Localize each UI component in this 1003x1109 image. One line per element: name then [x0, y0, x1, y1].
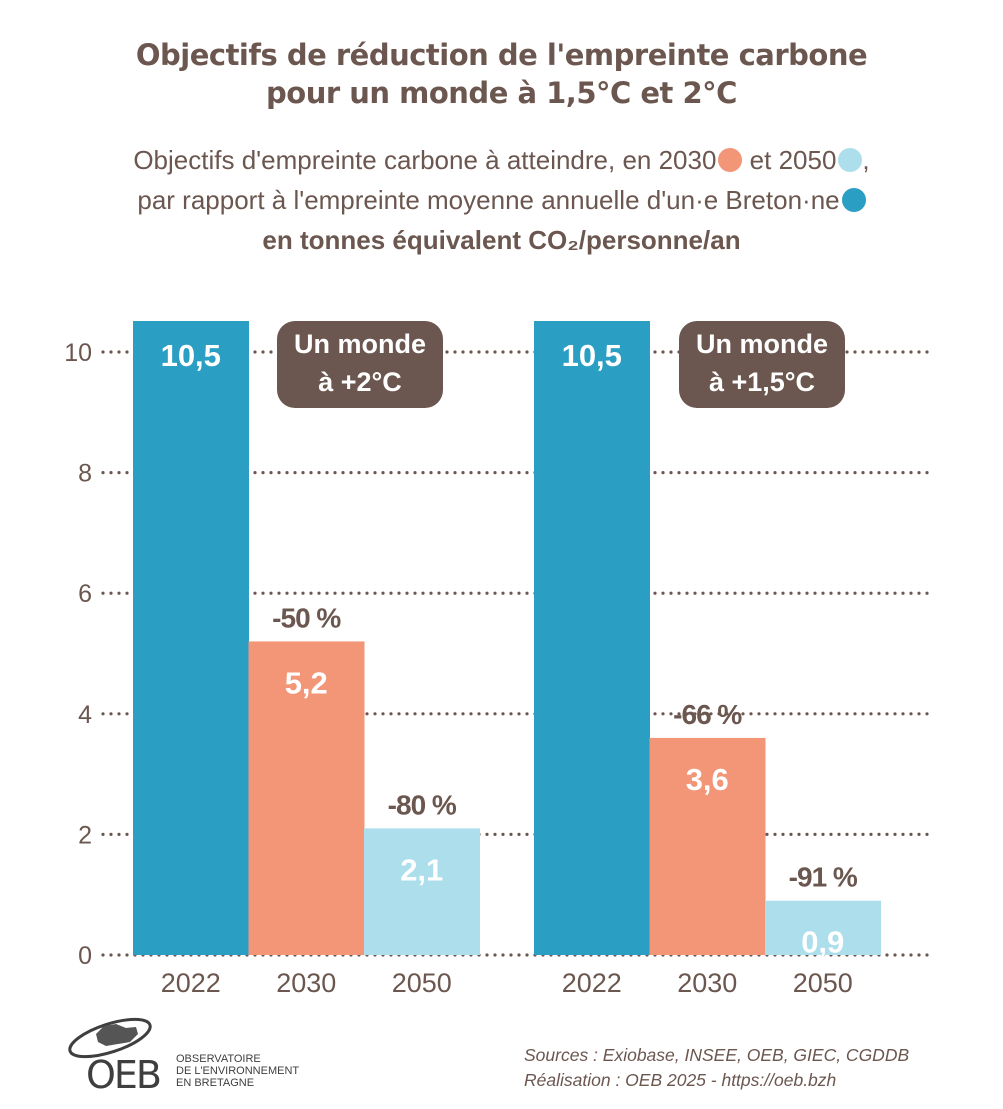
y-tick-label: 6 [78, 580, 92, 608]
bar-2030 [649, 737, 766, 955]
x-axis-ticks: 2022 2030 2050 2022 2030 2050 [161, 968, 853, 998]
legend-dot-2050-icon [838, 148, 863, 172]
value-label: 10,5 [161, 338, 221, 373]
subtitle-text-b: et 2050 [742, 145, 837, 175]
subtitle-text-c: , [862, 145, 870, 175]
legend-dot-2022-icon [841, 188, 866, 212]
logo-orbit-icon [68, 1017, 152, 1059]
oeb-logo: OEB OBSERVATOIRE DE L'ENVIRONNEMENT EN B… [66, 1012, 306, 1098]
reduction-label: -80 % [388, 789, 457, 820]
x-tick-label: 2050 [392, 968, 452, 998]
subtitle-text-a: Objectifs d'empreinte carbone à atteindr… [133, 145, 717, 175]
y-tick-label: 0 [78, 942, 92, 970]
y-tick-label: 2 [78, 821, 92, 849]
bar-2050 [364, 828, 480, 955]
badge-line-2: à +1,5°C [709, 367, 815, 397]
brittany-map-icon [96, 1024, 138, 1046]
logo-sub-3: EN BRETAGNE [176, 1077, 254, 1089]
subtitle-text-2: par rapport à l'empreinte moyenne annuel… [137, 185, 840, 215]
bar-2022 [133, 321, 249, 955]
logo-sub-1: OBSERVATOIRE [176, 1053, 261, 1065]
reduction-label: -50 % [272, 602, 341, 633]
sources-text: Sources : Exiobase, INSEE, OEB, GIEC, CG… [524, 1045, 910, 1065]
value-label: 0,9 [801, 925, 844, 960]
y-tick-label: 10 [64, 339, 92, 367]
unit-label: en tonnes équivalent CO₂/personne/an [262, 225, 741, 255]
subtitle-line-1: Objectifs d'empreinte carbone à atteindr… [0, 140, 1003, 180]
scenario-badge [679, 321, 845, 408]
y-axis-ticks: 0 2 4 6 8 10 [64, 339, 92, 970]
credit-text: Réalisation : OEB 2025 - https://oeb.bzh [524, 1070, 837, 1090]
reduction-label: -91 % [789, 862, 858, 893]
logo-oeb-text: OEB [86, 1053, 160, 1097]
sources-block: Sources : Exiobase, INSEE, OEB, GIEC, CG… [524, 1043, 909, 1093]
x-tick-label: 2050 [793, 968, 853, 998]
legend-dot-2030-icon [718, 148, 743, 172]
bar-2050 [765, 900, 881, 955]
scenario-badge [277, 321, 443, 408]
bar-2030 [248, 641, 365, 955]
bars [133, 321, 881, 955]
x-tick-label: 2022 [562, 968, 622, 998]
badge-line-1: Un monde [696, 329, 828, 359]
reduction-label: -66 % [673, 699, 742, 730]
x-tick-label: 2030 [677, 968, 737, 998]
logo-sub-2: DE L'ENVIRONNEMENT [176, 1065, 299, 1077]
scenario-badges: Un monde à +2°C Un monde à +1,5°C [277, 321, 845, 408]
title-line-1: Objectifs de réduction de l'empreinte ca… [135, 38, 868, 72]
value-label: 10,5 [562, 338, 622, 373]
bar-labels: 10,5 5,2 -50 % 2,1 -80 % 10,5 3,6 -66 % 0,9 -91 % [161, 338, 859, 960]
chart-title: Objectifs de réduction de l'empreinte ca… [0, 36, 1003, 112]
badge-line-1: Un monde [294, 329, 426, 359]
badge-line-2: à +2°C [318, 367, 402, 397]
bar-2022 [534, 321, 650, 955]
value-label: 3,6 [686, 762, 729, 797]
chart-subtitle: Objectifs d'empreinte carbone à atteindr… [0, 140, 1003, 260]
y-tick-label: 4 [78, 701, 92, 729]
value-label: 2,1 [400, 852, 443, 887]
value-label: 5,2 [285, 665, 328, 700]
y-tick-label: 8 [78, 460, 92, 488]
subtitle-line-2: par rapport à l'empreinte moyenne annuel… [0, 180, 1003, 220]
x-tick-label: 2030 [276, 968, 336, 998]
x-tick-label: 2022 [161, 968, 221, 998]
title-line-2: pour un monde à 1,5°C et 2°C [266, 76, 737, 110]
